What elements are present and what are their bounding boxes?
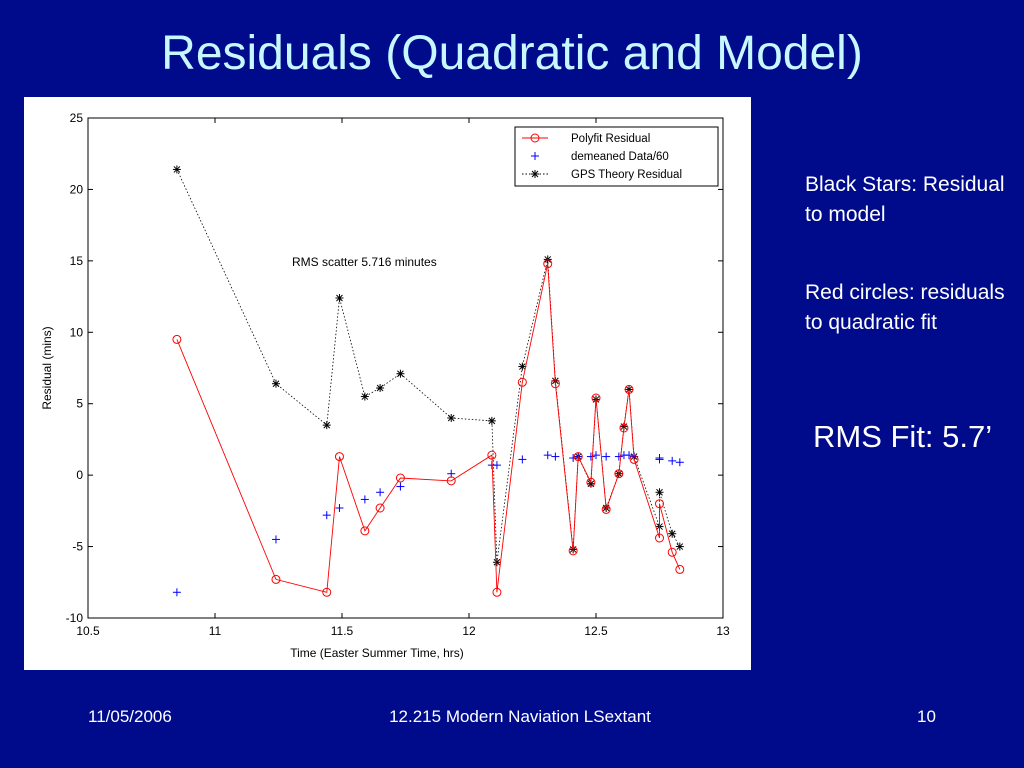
polyfit-residual-point xyxy=(172,334,182,344)
gps-theory-residual-point xyxy=(675,542,684,551)
demeaned-data-60-point xyxy=(602,452,611,461)
polyfit-residual-point xyxy=(624,384,634,394)
legend-label-gps-theory-residual: GPS Theory Residual xyxy=(571,169,682,181)
gps-theory-residual-line xyxy=(176,169,681,563)
demeaned-data-60-point xyxy=(614,452,623,461)
legend-label-polyfit-residual: Polyfit Residual xyxy=(571,133,650,145)
polyfit-residual-point xyxy=(446,476,456,486)
y-tick-label: 25 xyxy=(70,111,84,125)
gps-theory-residual-point xyxy=(447,414,456,422)
gps-theory-residual-point xyxy=(172,165,181,174)
y-tick-label: -5 xyxy=(72,540,83,554)
legend-marker-demeaned-data-60 xyxy=(531,152,539,160)
gps-theory-residual-point xyxy=(518,362,527,371)
chart-legend: Polyfit Residual demeaned Data/60 GPS Theo… xyxy=(514,126,719,187)
y-tick-label: 20 xyxy=(70,182,84,196)
y-tick-label: 10 xyxy=(70,325,84,339)
polyfit-residual-point xyxy=(667,547,677,557)
polyfit-residual-point xyxy=(655,533,664,543)
legend-marker-polyfit-residual xyxy=(530,133,540,143)
polyfit-residual-point xyxy=(573,452,583,462)
legend-label-demeaned-data-60: demeaned Data/60 xyxy=(571,151,669,163)
x-tick-label: 13 xyxy=(716,624,730,638)
demeaned-data-60-point xyxy=(655,455,664,464)
demeaned-data-60-point xyxy=(376,488,385,497)
legend-box xyxy=(514,126,719,187)
demeaned-data-60-point xyxy=(172,588,181,597)
demeaned-data-60-point xyxy=(586,452,595,461)
polyfit-residual-line xyxy=(176,263,681,593)
demeaned-data-60-point xyxy=(675,458,684,467)
y-tick-label: 0 xyxy=(76,468,83,482)
residuals-chart: 10.5 11 11.5 12 12.5 13 -10 -5 0 5 10 15 20 25 Time (… xyxy=(40,111,730,660)
chart-panel: 10.5 11 11.5 12 12.5 13 -10 -5 0 5 10 15 20 25 Time (… xyxy=(24,97,751,670)
demeaned-data-60-point xyxy=(322,511,331,520)
polyfit-residual-point xyxy=(629,454,639,464)
legend-marker-gps-theory-residual xyxy=(531,170,539,178)
polyfit-residual-point xyxy=(586,477,596,487)
gps-theory-residual-point xyxy=(376,384,385,392)
demeaned-data-60-point xyxy=(271,535,280,544)
gps-theory-residual-point xyxy=(360,392,369,401)
gps-theory-residual-point xyxy=(396,369,405,378)
rms-annotation: RMS scatter 5.716 minutes xyxy=(292,255,437,269)
note-red-circles: Red circles: residuals to quadratic fit xyxy=(805,281,1005,334)
polyfit-residual-point xyxy=(322,587,332,597)
polyfit-residual-point xyxy=(395,473,405,483)
polyfit-residual-point xyxy=(568,546,578,556)
polyfit-residual-point xyxy=(601,504,611,514)
demeaned-data-60-point xyxy=(668,456,677,465)
x-tick-label: 11 xyxy=(209,624,222,638)
gps-theory-residual-point xyxy=(335,294,344,302)
gps-theory-residual-point xyxy=(487,416,496,425)
demeaned-data-60-point xyxy=(360,495,369,504)
x-tick-label: 12 xyxy=(462,624,476,638)
gps-theory-residual-point xyxy=(322,421,331,430)
demeaned-data-60-point xyxy=(335,504,344,512)
polyfit-residual-point xyxy=(619,423,629,433)
polyfit-residual-point xyxy=(517,377,527,387)
gps-theory-residual-point xyxy=(668,529,677,538)
polyfit-residual-point xyxy=(360,526,370,536)
polyfit-residual-point xyxy=(655,499,664,509)
demeaned-data-60-point xyxy=(518,455,527,464)
polyfit-residual-point xyxy=(375,503,385,513)
demeaned-data-60-point xyxy=(492,461,501,470)
polyfit-residual-point xyxy=(591,393,601,403)
polyfit-residual-point xyxy=(675,564,685,574)
x-tick-label: 11.5 xyxy=(331,624,354,638)
gps-theory-residual-point xyxy=(655,488,664,497)
x-tick-label: 12.5 xyxy=(584,624,608,638)
slide-title: Residuals (Quadratic and Model) xyxy=(161,27,863,80)
footer-date: 11/05/2006 xyxy=(88,707,172,726)
polyfit-residual-point xyxy=(614,469,624,479)
demeaned-data-60-point xyxy=(569,454,578,462)
x-axis-label: Time (Easter Summer Time, hrs) xyxy=(290,646,464,660)
gps-theory-residual-point xyxy=(271,379,280,388)
footer-page-number: 10 xyxy=(917,707,936,726)
y-tick-label: 15 xyxy=(70,254,84,268)
y-tick-label: 5 xyxy=(76,397,83,411)
polyfit-residual-point xyxy=(271,574,281,584)
polyfit-residual-point xyxy=(492,587,502,597)
note-black-stars: Black Stars: Residual to model xyxy=(805,173,1005,226)
polyfit-residual-point xyxy=(543,259,553,269)
plot-frame xyxy=(87,117,724,619)
footer-course: 12.215 Modern Naviation LSextant xyxy=(389,707,651,726)
demeaned-data-60-point xyxy=(592,451,600,460)
rms-fit-note: RMS Fit: 5.7’ xyxy=(813,419,993,454)
demeaned-data-60-point xyxy=(396,482,405,491)
y-axis-label: Residual (mins) xyxy=(40,326,54,409)
gps-theory-residual-point xyxy=(492,558,501,567)
demeaned-data-60-point xyxy=(625,451,634,460)
y-tick-label: -10 xyxy=(66,611,84,625)
polyfit-residual-point xyxy=(487,450,497,460)
demeaned-data-60-point xyxy=(543,451,552,460)
demeaned-data-60-point xyxy=(551,452,560,461)
polyfit-residual-point xyxy=(334,452,344,462)
x-tick-label: 10.5 xyxy=(76,624,100,638)
polyfit-residual-point xyxy=(550,379,560,389)
